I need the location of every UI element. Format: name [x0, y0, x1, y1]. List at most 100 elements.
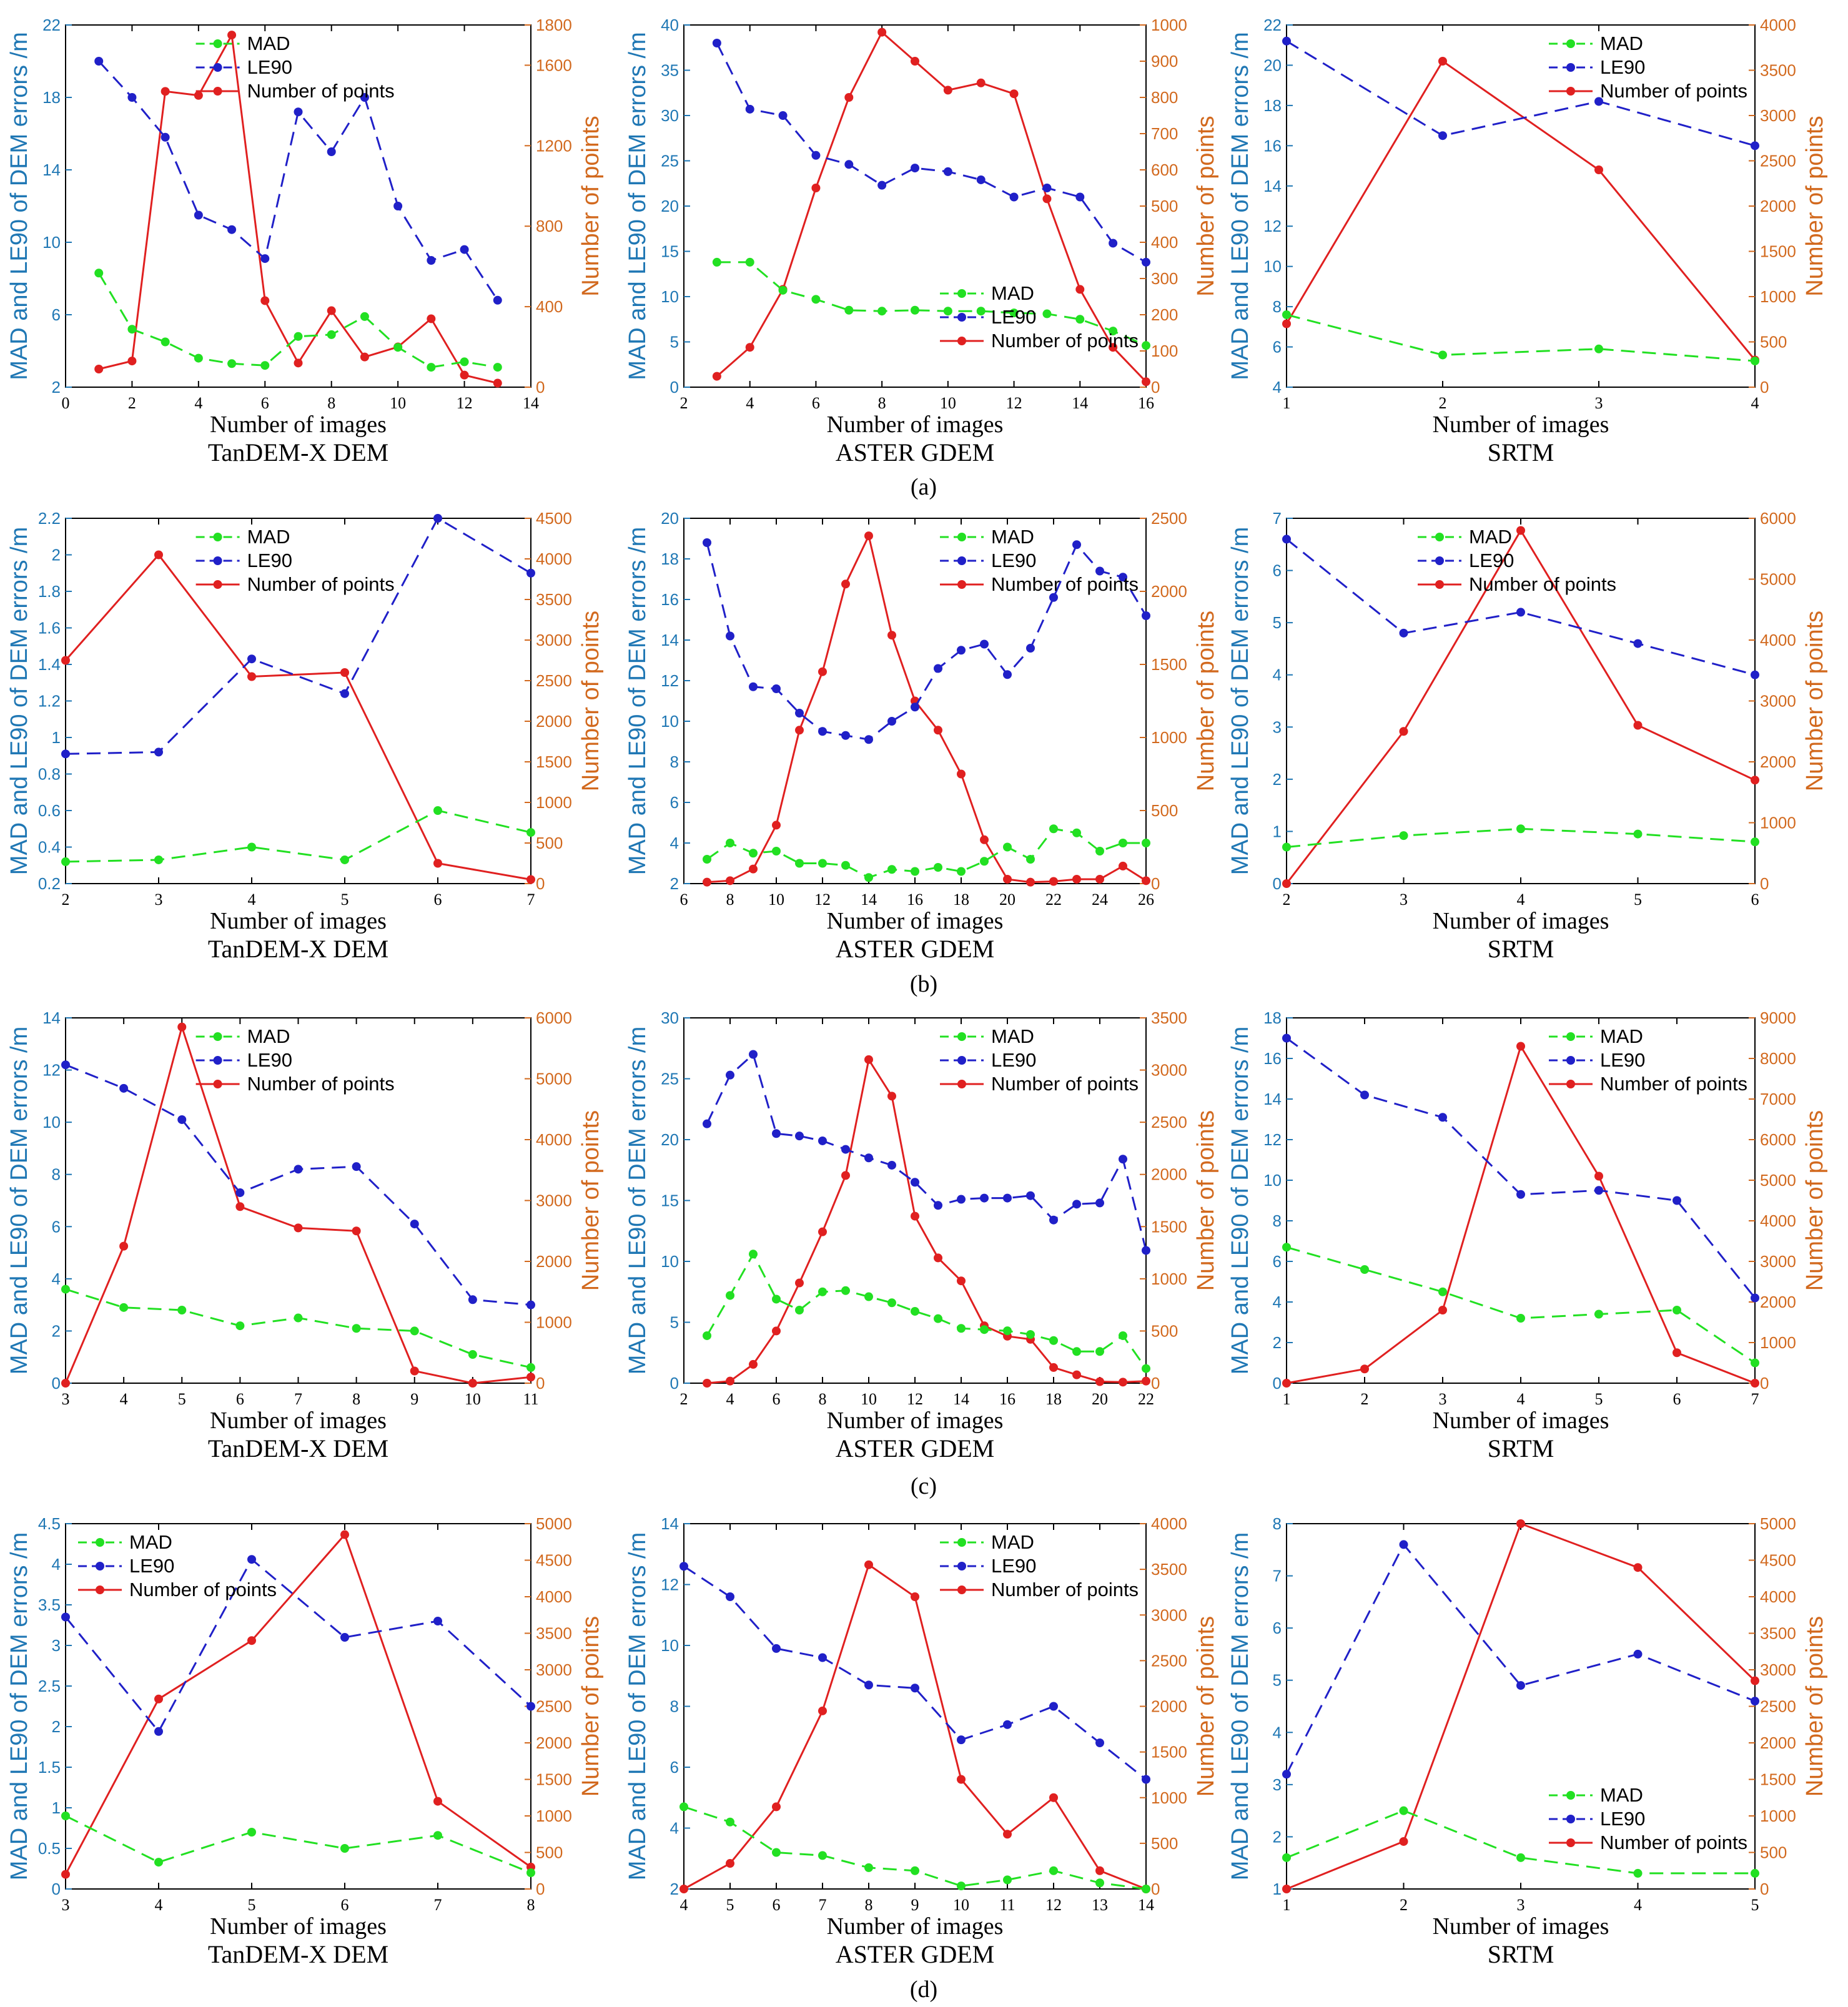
- le90-data-point: [745, 104, 754, 114]
- y2-tick-label: 0: [1151, 1374, 1160, 1393]
- y-tick-label: 25: [661, 1070, 679, 1088]
- mad-data-point: [1751, 837, 1759, 847]
- points-data-point: [1009, 89, 1019, 99]
- y-tick-label: 6: [52, 1217, 61, 1236]
- le90-series-line: [65, 1063, 531, 1306]
- le90-data-point: [235, 1188, 245, 1197]
- le90-data-point: [1049, 1702, 1058, 1711]
- points-data-point: [154, 550, 163, 560]
- legend-mad-label: MAD: [1600, 1784, 1643, 1806]
- y2-axis-label: Number of points: [578, 1110, 604, 1291]
- chart-panel: 4 5 6 7 8 9 10 11 12 13 14246810121405001000150020…: [625, 1514, 1219, 1968]
- y-tick-label: 40: [661, 16, 679, 34]
- legend-points-label: Number of points: [991, 573, 1139, 595]
- x-tick-label: 7: [527, 890, 535, 909]
- mad-data-point: [703, 1331, 711, 1340]
- chart-panel: 1 2 3 4 5 1 2 3 4 5 6 7 8 0 500 1000 1500 2000 2500 3000 350…: [1227, 1514, 1828, 1968]
- x-tick-label: 10: [465, 1390, 481, 1408]
- le90-data-point: [943, 167, 952, 176]
- points-series-line: [64, 1532, 531, 1875]
- points-data-point: [119, 1241, 129, 1251]
- y-tick-label: 5: [1273, 1671, 1282, 1690]
- mad-data-point: [749, 849, 758, 858]
- mad-data-point: [943, 307, 952, 316]
- le90-data-point: [818, 1136, 827, 1145]
- y-tick-label: 0.4: [38, 838, 61, 857]
- legend-le90-marker: [213, 1056, 222, 1065]
- le90-data-point: [340, 689, 349, 698]
- y2-tick-label: 1000: [1760, 287, 1796, 306]
- mad-data-point: [726, 1817, 734, 1827]
- mad-data-point: [934, 1314, 942, 1323]
- y-tick-label: 0: [1273, 1374, 1282, 1393]
- le90-data-point: [1072, 540, 1081, 550]
- y-tick-label: 2: [52, 1717, 61, 1736]
- legend-le90-label: LE90: [1600, 56, 1645, 78]
- x-axis-label: Number of images: [210, 1913, 387, 1940]
- le90-data-point: [864, 1680, 873, 1690]
- y-tick-label: 0.5: [38, 1839, 61, 1858]
- le90-data-point: [911, 1178, 919, 1187]
- y-tick-label: 8: [1273, 1514, 1282, 1533]
- mad-data-point: [119, 1303, 129, 1312]
- points-data-point: [1095, 1377, 1104, 1386]
- points-data-point: [703, 1379, 711, 1388]
- y2-tick-label: 1500: [536, 752, 572, 771]
- le90-data-point: [1003, 1193, 1012, 1203]
- le90-data-point: [1095, 566, 1104, 576]
- mad-data-point: [772, 847, 781, 856]
- mad-data-point: [911, 867, 919, 876]
- le90-data-point: [260, 254, 270, 264]
- y2-tick-label: 3000: [1760, 1660, 1796, 1679]
- x-tick-label: 22: [1138, 1390, 1154, 1408]
- y-tick-label: 0: [1273, 874, 1282, 893]
- x-tick-label: 5: [1634, 890, 1642, 909]
- y-tick-label: 6: [1273, 338, 1282, 357]
- legend-le90-marker: [1435, 556, 1444, 565]
- points-series-line: [1285, 59, 1756, 361]
- y2-tick-label: 5000: [1760, 1171, 1796, 1190]
- legend-mad-marker: [96, 1538, 104, 1547]
- y-tick-label: 1: [52, 1798, 61, 1817]
- le90-data-point: [887, 1160, 896, 1170]
- mad-data-point: [957, 1881, 966, 1891]
- x-tick-label: 16: [1138, 394, 1154, 412]
- y2-tick-label: 6000: [1760, 509, 1796, 528]
- mad-data-point: [1049, 1866, 1058, 1875]
- y2-tick-label: 2500: [1151, 509, 1187, 528]
- panel-title: TanDEM-X DEM: [208, 935, 388, 963]
- le90-data-point: [726, 631, 734, 641]
- mad-data-point: [1095, 847, 1104, 856]
- mad-data-point: [427, 363, 436, 372]
- points-data-point: [161, 87, 170, 96]
- legend-points-marker: [957, 1585, 966, 1594]
- x-tick-label: 8: [865, 1896, 873, 1914]
- y-tick-label: 6: [1273, 1619, 1282, 1637]
- y2-tick-label: 0: [1151, 1880, 1160, 1898]
- y-tick-label: 1: [1273, 1880, 1282, 1898]
- y-tick-label: 6: [670, 1758, 679, 1777]
- points-data-point: [1399, 1837, 1408, 1846]
- le90-data-point: [526, 568, 535, 578]
- points-data-point: [772, 821, 781, 830]
- x-tick-label: 14: [953, 1390, 969, 1408]
- points-data-point: [1751, 1379, 1759, 1388]
- legend-mad-marker: [957, 1538, 966, 1547]
- le90-data-point: [1282, 36, 1291, 46]
- x-tick-label: 4: [746, 394, 754, 412]
- le90-data-point: [911, 703, 919, 712]
- legend-points-marker: [96, 1585, 104, 1594]
- le90-data-point: [1109, 239, 1118, 248]
- points-data-point: [340, 668, 349, 677]
- y2-tick-label: 2000: [536, 1733, 572, 1752]
- y2-tick-label: 4500: [1760, 1551, 1796, 1570]
- legend-mad-marker: [957, 533, 966, 541]
- mad-data-point: [679, 1802, 688, 1812]
- plot-frame: [65, 24, 531, 388]
- mad-data-point: [1399, 831, 1408, 841]
- points-data-point: [1399, 727, 1408, 736]
- points-data-point: [772, 1802, 781, 1812]
- y2-tick-label: 1000: [1760, 814, 1796, 832]
- le90-data-point: [526, 1702, 535, 1711]
- mad-series-line: [1286, 1246, 1756, 1364]
